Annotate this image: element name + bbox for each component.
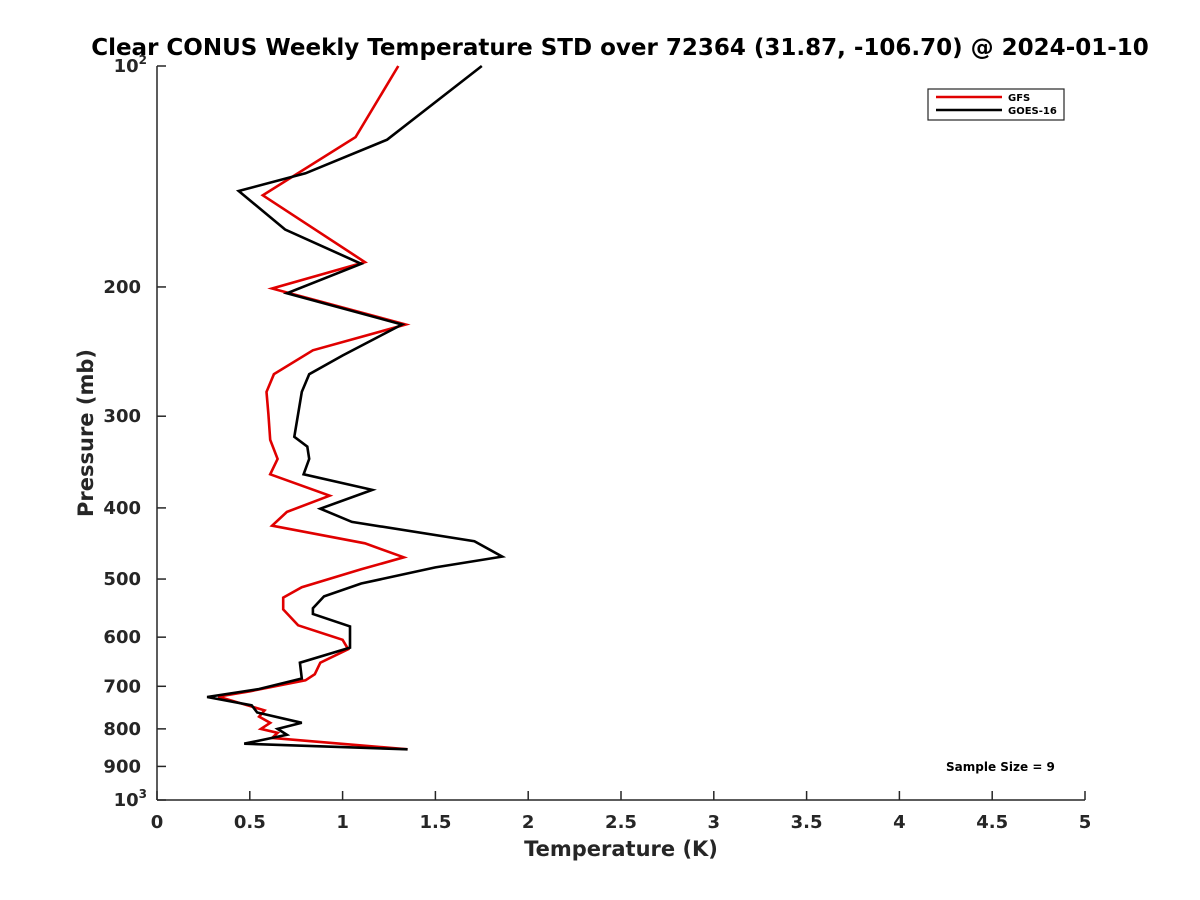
legend-label-goes16: GOES-16 (1008, 106, 1057, 117)
x-tick-label: 3 (708, 812, 721, 833)
sample-size-annotation: Sample Size = 9 (946, 760, 1055, 774)
chart-title: Clear CONUS Weekly Temperature STD over … (91, 35, 1149, 61)
x-tick-label: 1.5 (419, 812, 451, 833)
y-tick-label: 700 (103, 676, 141, 697)
series-layer (206, 64, 507, 751)
y-tick-label: 800 (103, 719, 141, 740)
x-tick-label: 4.5 (976, 812, 1008, 833)
y-axis-label: Pressure (mb) (74, 349, 98, 517)
legend-label-gfs: GFS (1008, 93, 1030, 104)
legend: GFS GOES-16 (927, 88, 1065, 121)
x-axis-label: Temperature (K) (524, 837, 718, 861)
y-tick-label: 102 (114, 53, 147, 77)
x-tick-label: 0.5 (234, 812, 266, 833)
x-tick-label: 2.5 (605, 812, 637, 833)
x-tick-label: 0 (151, 812, 164, 833)
series-line-goes16 (206, 64, 507, 751)
y-tick-label: 103 (114, 787, 147, 811)
x-tick-label: 2 (522, 812, 535, 833)
legend-box (927, 88, 1065, 121)
x-tick-label: 5 (1079, 812, 1092, 833)
x-tick-label: 4 (893, 812, 906, 833)
x-tick-label: 3.5 (791, 812, 823, 833)
y-tick-label: 200 (103, 277, 141, 298)
y-tick-label: 500 (103, 569, 141, 590)
x-tick-label: 1 (336, 812, 349, 833)
y-tick-label: 400 (103, 498, 141, 519)
y-tick-label: 900 (103, 756, 141, 777)
y-ticks: 102 200 300 400 500 600 700 800 900 103 (103, 53, 166, 811)
y-tick-label: 600 (103, 627, 141, 648)
y-tick-label: 300 (103, 406, 141, 427)
x-ticks: 0 0.5 1 1.5 2 2.5 3 3.5 4 4.5 5 (151, 791, 1092, 833)
series-line-gfs (217, 65, 411, 751)
